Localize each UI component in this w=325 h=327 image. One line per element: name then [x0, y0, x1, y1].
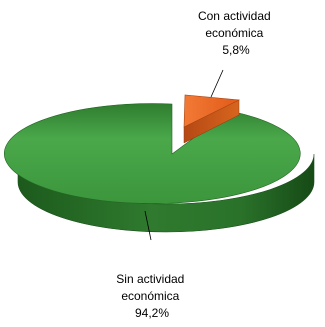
label-con-actividad-line-1: Con actividad: [198, 9, 271, 23]
slice-sin-actividad: [4, 103, 315, 233]
label-sin-actividad-line-2: económica: [121, 289, 179, 303]
label-sin-actividad-value: 94,2%: [135, 306, 169, 320]
label-con-actividad: Con actividad económica 5,8%: [198, 9, 274, 57]
slice-sin-actividad-top-face: [4, 103, 301, 204]
leader-line-con-actividad: [210, 69, 224, 98]
label-sin-actividad-line-1: Sin actividad: [116, 272, 184, 286]
leader-line-sin-actividad: [144, 210, 152, 241]
label-con-actividad-line-2: económica: [205, 26, 263, 40]
label-sin-actividad: Sin actividad económica 94,2%: [116, 272, 187, 320]
slice-con-actividad: [183, 94, 241, 144]
label-con-actividad-value: 5,8%: [222, 43, 250, 57]
slice-con-actividad-top-face: [183, 94, 241, 128]
